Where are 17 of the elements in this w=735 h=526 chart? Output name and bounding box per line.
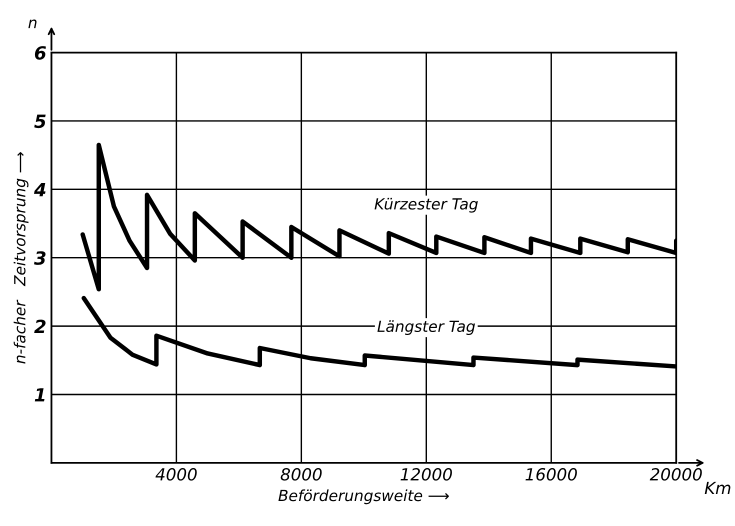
y-tick-label: 5 <box>34 114 46 128</box>
series-label: Längster Tag <box>377 320 475 336</box>
y-tick-label: 6 <box>34 46 46 60</box>
y-tick-label: 2 <box>34 320 46 333</box>
y-tick-label: 3 <box>34 251 46 265</box>
y-axis-title: n-facher Zeitvorsprung ⟶ <box>14 152 28 364</box>
x-tick-label: 8000 <box>280 468 322 481</box>
x-axis-title: Beförderungsweite ⟶ <box>278 489 449 504</box>
series-label: Kürzester Tag <box>374 198 478 213</box>
text: n <box>28 20 37 28</box>
x-tick-label: 20000 <box>650 468 702 481</box>
text: Km <box>704 482 730 494</box>
y-tick-label: 4 <box>34 183 46 196</box>
x-tick-label: 4000 <box>155 468 197 481</box>
x-tick-label: 16000 <box>526 468 577 481</box>
y-tick-label: 1 <box>34 388 44 402</box>
x-tick-label: 12000 <box>400 468 452 481</box>
